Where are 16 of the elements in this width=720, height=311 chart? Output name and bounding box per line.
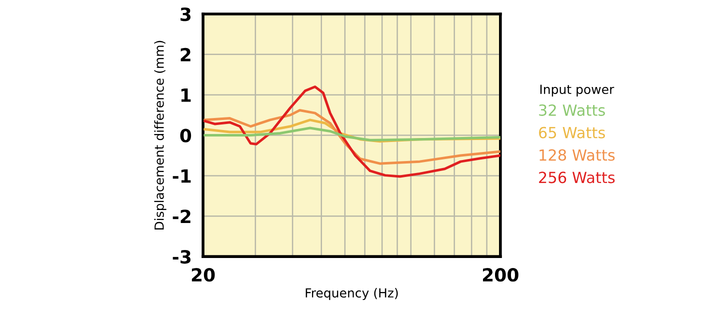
- text: 65 Watts: [539, 126, 605, 138]
- y-tick-label: 2: [180, 48, 190, 62]
- text: 256 Watts: [539, 172, 615, 184]
- y-tick-label: 3: [180, 7, 190, 22]
- legend-title: Input power: [540, 84, 614, 96]
- y-tick-label: 1: [181, 88, 191, 102]
- text: 32 Watts: [539, 104, 605, 116]
- y-tick-label: -1: [172, 169, 191, 183]
- y-axis-title: Displacement difference (mm): [154, 40, 166, 230]
- text: 128 Watts: [540, 149, 615, 161]
- x-tick-label: 200: [482, 268, 518, 282]
- x-axis-title: Frequency (Hz): [306, 288, 398, 300]
- x-tick-label: 20: [192, 268, 215, 282]
- y-tick-label: -3: [172, 250, 190, 264]
- y-tick-label: -2: [172, 210, 190, 224]
- y-tick-label: 0: [180, 128, 192, 142]
